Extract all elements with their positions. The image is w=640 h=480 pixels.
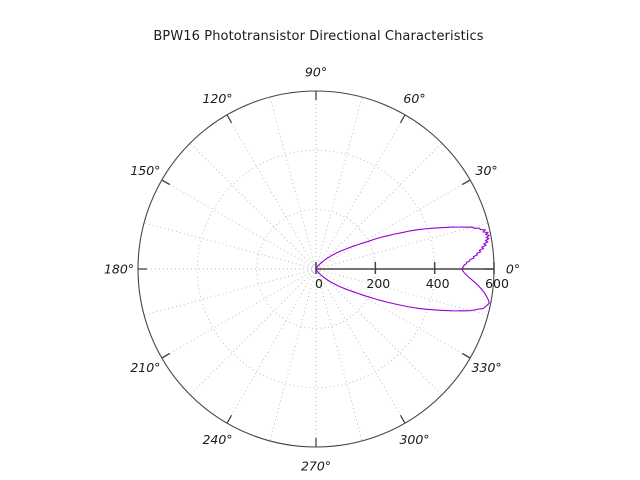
r-tick-label: 0: [315, 276, 323, 291]
theta-grid-line: [315, 142, 443, 270]
r-grid-circle: [196, 149, 436, 389]
theta-grid-line: [315, 268, 471, 359]
theta-tick-label: 120°: [202, 91, 232, 106]
theta-grid-line: [143, 222, 317, 270]
theta-grid-line: [189, 268, 317, 396]
r-tick-label: 200: [366, 276, 390, 291]
r-tick-label: 400: [426, 276, 450, 291]
theta-tick-label: 0°: [506, 262, 520, 277]
theta-grid-line: [143, 268, 317, 316]
theta-grid-line: [226, 114, 317, 270]
theta-tick-label: 240°: [202, 432, 232, 447]
theta-tick: [462, 179, 471, 186]
theta-grid-line: [161, 268, 317, 359]
r-tick-label: 600: [485, 276, 509, 291]
theta-grid-line: [269, 268, 317, 442]
theta-grid-line: [315, 96, 363, 270]
theta-tick-label: 330°: [472, 360, 502, 375]
sensitivity-curve: [315, 226, 490, 312]
theta-grid-line: [315, 268, 406, 424]
theta-grid-line: [315, 179, 471, 270]
theta-tick-label: 60°: [403, 91, 425, 106]
theta-tick: [161, 352, 170, 359]
theta-grid-line: [161, 179, 317, 270]
theta-tick-label: 30°: [476, 163, 498, 178]
theta-tick: [399, 114, 406, 123]
theta-grid-line: [226, 268, 317, 424]
theta-grid-line: [269, 96, 317, 270]
theta-grid-line: [315, 114, 406, 270]
theta-tick-label: 180°: [104, 262, 134, 277]
theta-tick-label: 300°: [399, 432, 429, 447]
theta-grid-line: [315, 222, 489, 270]
theta-tick: [462, 352, 471, 359]
theta-tick-label: 270°: [301, 459, 331, 474]
theta-tick-label: 90°: [305, 65, 327, 80]
theta-grid-line: [315, 268, 363, 442]
theta-tick: [399, 415, 406, 424]
theta-tick: [161, 179, 170, 186]
theta-tick-label: 210°: [130, 360, 160, 375]
theta-tick-label: 150°: [130, 163, 160, 178]
theta-grid-line: [315, 268, 443, 396]
theta-tick: [226, 114, 233, 123]
theta-grid-line: [315, 268, 489, 316]
theta-tick: [226, 415, 233, 424]
theta-grid-line: [189, 142, 317, 270]
chart-title: BPW16 Phototransistor Directional Charac…: [153, 29, 484, 44]
